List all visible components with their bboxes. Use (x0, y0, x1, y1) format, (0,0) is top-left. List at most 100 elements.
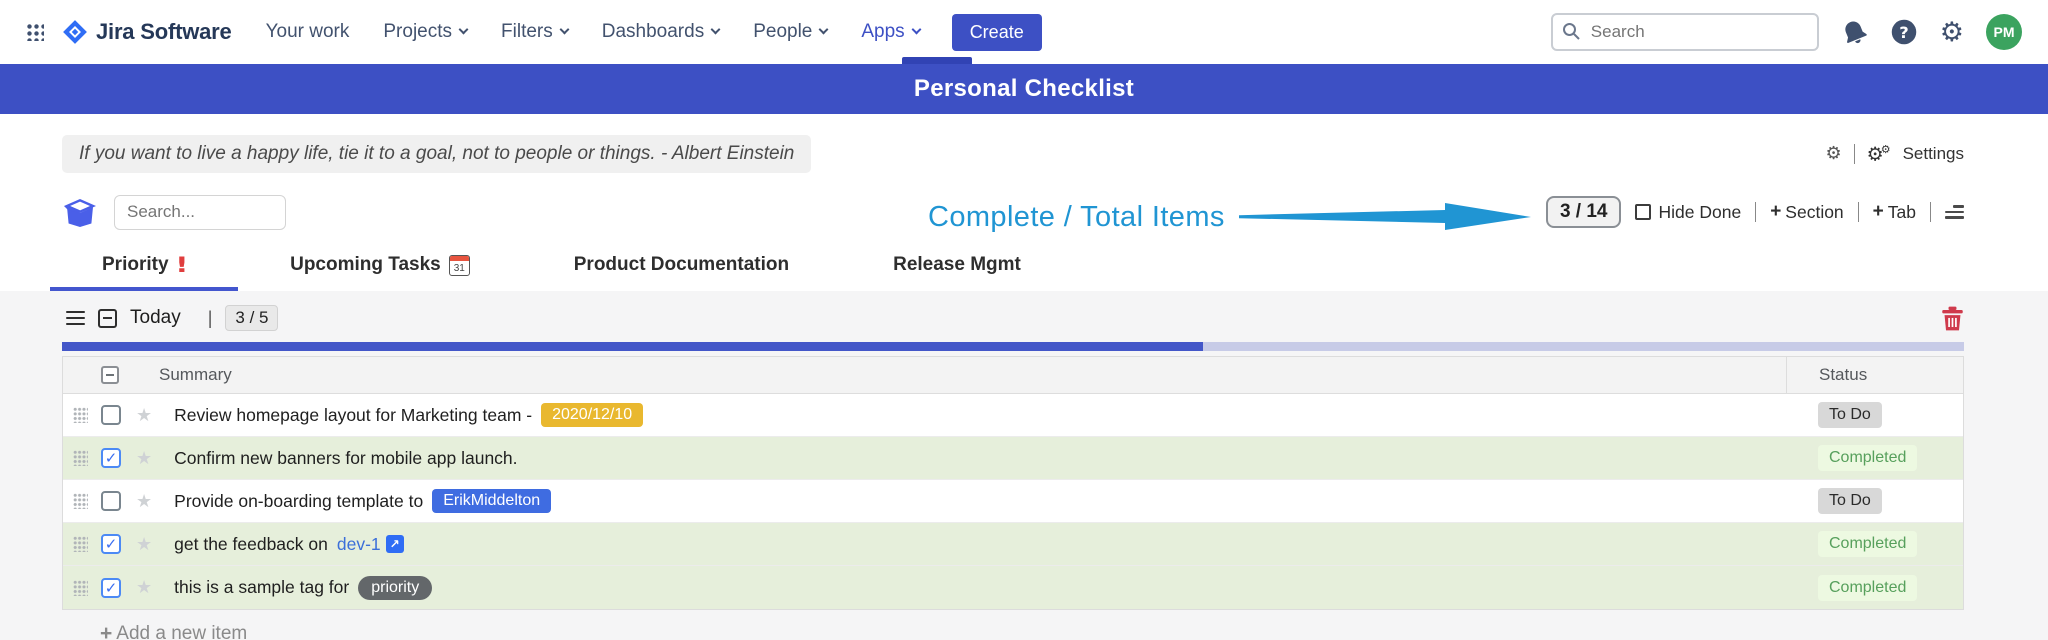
drag-handle-icon[interactable] (73, 536, 88, 552)
star-icon[interactable]: ★ (136, 533, 153, 555)
item-checkbox[interactable]: ✓ (101, 534, 121, 554)
star-icon[interactable]: ★ (136, 490, 153, 512)
table-header: Summary Status (63, 357, 1963, 394)
item-text: Review homepage layout for Marketing tea… (174, 404, 533, 425)
settings-gear-icon[interactable]: ⚙ (1939, 16, 1964, 48)
page-title: Personal Checklist (913, 75, 1135, 102)
add-section-label: Section (1785, 201, 1844, 222)
status-badge[interactable]: To Do (1818, 402, 1882, 428)
checklist-search-input[interactable] (114, 194, 286, 230)
item-checkbox[interactable]: ✓ (101, 577, 121, 598)
divider (1857, 202, 1859, 222)
item-checkbox[interactable]: ✓ (101, 448, 121, 468)
tab-release-mgmt[interactable]: Release Mgmt (841, 245, 1073, 291)
global-search-input[interactable] (1550, 13, 1819, 51)
item-checkbox[interactable] (101, 405, 121, 425)
hide-done-toggle[interactable]: Hide Done (1635, 202, 1741, 223)
section-drag-icon[interactable] (66, 310, 85, 326)
jira-brand[interactable]: Jira Software (62, 19, 232, 45)
user-chip[interactable]: ErikMiddelton (432, 489, 552, 513)
complete-total-counter: 3 / 14 (1545, 196, 1622, 228)
nav-item-filters[interactable]: Filters (501, 21, 570, 43)
drag-handle-icon[interactable] (73, 450, 88, 466)
nav-item-label: Dashboards (601, 21, 705, 42)
item-text: get the feedback on (174, 533, 328, 554)
nav-item-apps[interactable]: Apps (861, 21, 922, 43)
drag-handle-icon[interactable] (73, 407, 88, 423)
quote-row: If you want to live a happy life, tie it… (0, 114, 2048, 173)
item-text: Provide on-boarding template to (174, 490, 424, 511)
search-icon (1562, 23, 1580, 40)
plus-icon (100, 622, 112, 640)
checklist-search (114, 194, 286, 230)
tab-label: Release Mgmt (893, 254, 1021, 275)
create-button[interactable]: Create (951, 13, 1042, 51)
item-text: Confirm new banners for mobile app launc… (174, 447, 518, 468)
summary-column-header: Summary (159, 365, 232, 384)
notifications-bell-icon[interactable] (1841, 19, 1868, 46)
hide-done-label: Hide Done (1658, 201, 1742, 222)
tab-product-documentation[interactable]: Product Documentation (522, 245, 841, 291)
checklist-tabs: Priority! Upcoming Tasks 31 Product Documen… (50, 245, 2048, 291)
status-cell: Completed (1786, 531, 1963, 557)
section-progress-bar (62, 342, 1964, 351)
apps-active-indicator (902, 57, 972, 64)
plus-icon (1873, 201, 1884, 223)
nav-item-people[interactable]: People (753, 21, 829, 43)
help-icon[interactable]: ? (1890, 18, 1918, 46)
issue-link[interactable]: dev-1 (336, 533, 381, 554)
chevron-down-icon (818, 24, 829, 35)
add-tab-button[interactable]: Tab (1873, 201, 1916, 223)
status-badge[interactable]: Completed (1818, 574, 1918, 601)
chevron-down-icon (559, 24, 570, 35)
divider (1930, 202, 1931, 222)
item-summary: Confirm new banners for mobile app launc… (174, 448, 1786, 469)
item-summary: Review homepage layout for Marketing tea… (174, 403, 1786, 427)
tab-priority[interactable]: Priority! (50, 245, 239, 291)
select-all-checkbox[interactable] (101, 366, 119, 384)
hide-done-checkbox[interactable] (1635, 204, 1652, 220)
tab-upcoming-tasks[interactable]: Upcoming Tasks 31 (238, 245, 522, 291)
section-title: Today (130, 307, 181, 328)
calendar-icon: 31 (448, 254, 470, 276)
add-item-button[interactable]: Add a new item (0, 610, 2048, 640)
settings-link[interactable]: Settings (1902, 143, 1964, 163)
add-section-button[interactable]: Section (1770, 201, 1843, 223)
nav-right: ? ⚙ PM (1550, 13, 2022, 51)
drag-handle-icon[interactable] (73, 493, 88, 509)
status-badge[interactable]: Completed (1818, 531, 1918, 557)
star-icon[interactable]: ★ (136, 577, 153, 598)
status-cell: To Do (1786, 488, 1963, 514)
item-summary: get the feedback on dev-1 ↗ (174, 534, 1786, 555)
collapse-section-icon[interactable] (98, 308, 117, 328)
chevron-down-icon (458, 24, 469, 35)
item-checkbox[interactable] (101, 491, 121, 511)
app-switcher-icon[interactable] (26, 23, 44, 41)
nav-menu: Your work Projects Filters Dashboards People… (266, 21, 922, 43)
status-cell: To Do (1786, 402, 1963, 428)
star-icon[interactable]: ★ (136, 447, 153, 469)
nav-item-projects[interactable]: Projects (383, 21, 469, 43)
status-cell: Completed (1786, 445, 1963, 471)
checklist-app-icon[interactable] (62, 196, 98, 229)
status-badge[interactable]: To Do (1818, 488, 1882, 514)
refresh-quote-icon[interactable]: ⚙ (1825, 143, 1842, 165)
add-tab-label: Tab (1887, 201, 1916, 222)
divider: | (207, 307, 213, 328)
item-summary: this is a sample tag for priority (174, 575, 1786, 600)
item-summary: Provide on-boarding template to ErikMidde… (174, 489, 1786, 513)
svg-text:?: ? (1899, 23, 1908, 42)
menu-icon[interactable] (1945, 205, 1964, 219)
settings-gears-icon[interactable]: ⚙⚙ (1866, 142, 1891, 166)
drag-handle-icon[interactable] (73, 579, 88, 596)
jira-logo-icon (63, 20, 87, 44)
status-badge[interactable]: Completed (1818, 445, 1918, 471)
star-icon[interactable]: ★ (136, 404, 153, 426)
section-counter: 3 / 5 (225, 305, 279, 331)
avatar[interactable]: PM (1986, 14, 2022, 50)
delete-section-icon[interactable] (1941, 306, 1964, 331)
exclamation-icon: ! (174, 253, 189, 277)
nav-item-dashboards[interactable]: Dashboards (601, 21, 721, 43)
nav-item-your-work[interactable]: Your work (266, 21, 350, 43)
table-row: ★ Provide on-boarding template to ErikMidd… (63, 480, 1963, 523)
